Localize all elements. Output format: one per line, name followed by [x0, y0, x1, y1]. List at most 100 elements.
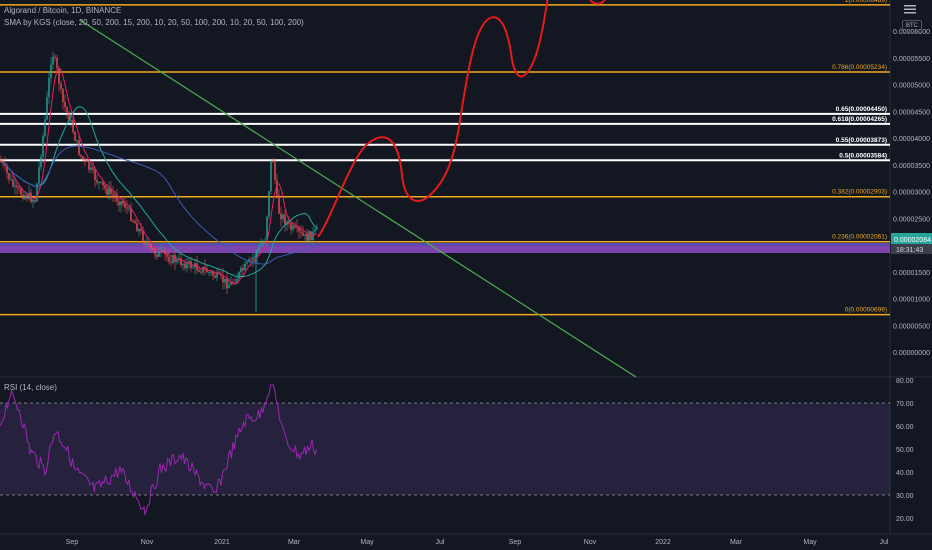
- price-tick-label: 0.00001000: [893, 297, 930, 304]
- time-tick-label: Jul: [880, 539, 889, 546]
- candle-body: [274, 162, 276, 180]
- rsi-tick-label: 50.00: [896, 447, 914, 454]
- rsi-legend[interactable]: RSI (14, close): [4, 383, 57, 392]
- candle-body: [48, 77, 50, 98]
- candle-body: [284, 214, 286, 225]
- candle-body: [240, 267, 242, 273]
- support-zone[interactable]: [0, 243, 890, 253]
- candle-body: [244, 263, 246, 271]
- candle-body: [182, 263, 184, 266]
- rsi-band: [0, 403, 890, 495]
- candle-body: [146, 243, 148, 245]
- candle-body: [86, 159, 88, 162]
- candle-body: [74, 132, 76, 141]
- time-tick-label: Mar: [730, 539, 743, 546]
- price-tick-label: 0.00005500: [893, 56, 930, 63]
- price-tick-label: 0.00001500: [893, 270, 930, 277]
- projection-path-tail: [589, 0, 606, 5]
- fibonacci-retracement[interactable]: 1(0.00006489) 0.786(0.00005234) 0.65(0.000…: [0, 0, 890, 316]
- candle-body: [158, 250, 160, 257]
- candle-body: [94, 169, 96, 180]
- candle-body: [110, 188, 112, 194]
- candle-body: [54, 56, 56, 58]
- candle-body: [198, 269, 200, 272]
- candle-body: [120, 201, 122, 206]
- candle-body: [162, 250, 164, 252]
- price-tick-label: 0.00004500: [893, 109, 930, 116]
- rsi-axis[interactable]: 80.00 70.00 60.00 50.00 40.00 30.00 20.00: [896, 378, 914, 523]
- time-tick-label: 2021: [214, 539, 230, 546]
- candle-body: [4, 163, 6, 166]
- candle-body: [172, 255, 174, 263]
- candle-body: [306, 234, 308, 241]
- candle-body: [28, 192, 30, 199]
- time-tick-label: May: [803, 539, 817, 546]
- candle-body: [238, 272, 240, 279]
- candle-body: [0, 160, 2, 162]
- candle-body: [266, 216, 268, 243]
- candle-body: [104, 185, 106, 189]
- candle-body: [262, 242, 264, 246]
- candle-body: [210, 271, 212, 273]
- candle-body: [248, 259, 250, 262]
- candle-body: [106, 188, 108, 195]
- candle-body: [298, 227, 300, 232]
- candle-body: [50, 64, 52, 78]
- candle-body: [264, 242, 266, 244]
- time-axis[interactable]: Sep Nov 2021 Mar May Jul Sep Nov 2022 Mar May Jul: [66, 539, 889, 546]
- time-tick-label: Nov: [584, 539, 597, 546]
- candle-body: [236, 278, 238, 284]
- time-tick-label: Mar: [288, 539, 301, 546]
- candle-body: [188, 261, 190, 263]
- candle-body: [64, 101, 66, 108]
- candle-body: [200, 271, 202, 273]
- candle-body: [36, 183, 38, 202]
- candle-body: [66, 107, 68, 113]
- price-tick-label: 0.00000500: [893, 323, 930, 330]
- candle-body: [260, 245, 262, 247]
- currency-badge[interactable]: BTC: [902, 20, 922, 33]
- ma-mid-line: [0, 106, 318, 278]
- price-tick-label: 0.00003500: [893, 163, 930, 170]
- candle-body: [254, 256, 256, 258]
- fib-level-label: 0.382(0.00002903): [832, 189, 887, 196]
- projection-path[interactable]: [317, 0, 549, 238]
- price-tick-label: 0.00000000: [893, 350, 930, 357]
- menu-icon[interactable]: [903, 3, 917, 15]
- candle-body: [96, 179, 98, 183]
- price-axis[interactable]: 0.000060000.000055000.000050000.00004500…: [893, 29, 930, 357]
- candle-body: [116, 196, 118, 202]
- time-tick-label: Nov: [141, 539, 154, 546]
- candle-body: [22, 194, 24, 199]
- candle-body: [114, 194, 116, 197]
- candle-body: [126, 207, 128, 209]
- candle-body: [10, 179, 12, 181]
- downtrend-line[interactable]: [79, 19, 637, 378]
- rsi-tick-label: 70.00: [896, 401, 914, 408]
- candle-body: [154, 249, 156, 255]
- candle-body: [136, 223, 138, 232]
- fib-level-label: 0.786(0.00005234): [832, 64, 887, 71]
- candle-body: [18, 187, 20, 189]
- candle-body: [144, 241, 146, 245]
- candle-body: [78, 140, 80, 155]
- candle-body: [52, 56, 54, 65]
- candle-body: [242, 267, 244, 271]
- candle-body: [38, 167, 40, 184]
- candle-body: [216, 272, 218, 278]
- candle-body: [250, 259, 252, 261]
- candle-body: [80, 154, 82, 157]
- candle-body: [272, 160, 274, 163]
- candle-body: [296, 227, 298, 229]
- candle-body: [152, 247, 154, 250]
- symbol-title[interactable]: Algorand / Bitcoin, 1D, BINANCE: [4, 6, 122, 15]
- indicator-legend[interactable]: SMA by KGS (close, 20, 50, 200, 15, 200,…: [4, 18, 304, 27]
- time-tick-label: May: [360, 539, 374, 546]
- candle-body: [280, 213, 282, 220]
- candle-body: [128, 207, 130, 209]
- fib-level-label: 0(0.00000699): [845, 307, 887, 314]
- price-tick-label: 0.00003000: [893, 190, 930, 197]
- candle-body: [72, 120, 74, 133]
- support-zone-top: [0, 243, 890, 246]
